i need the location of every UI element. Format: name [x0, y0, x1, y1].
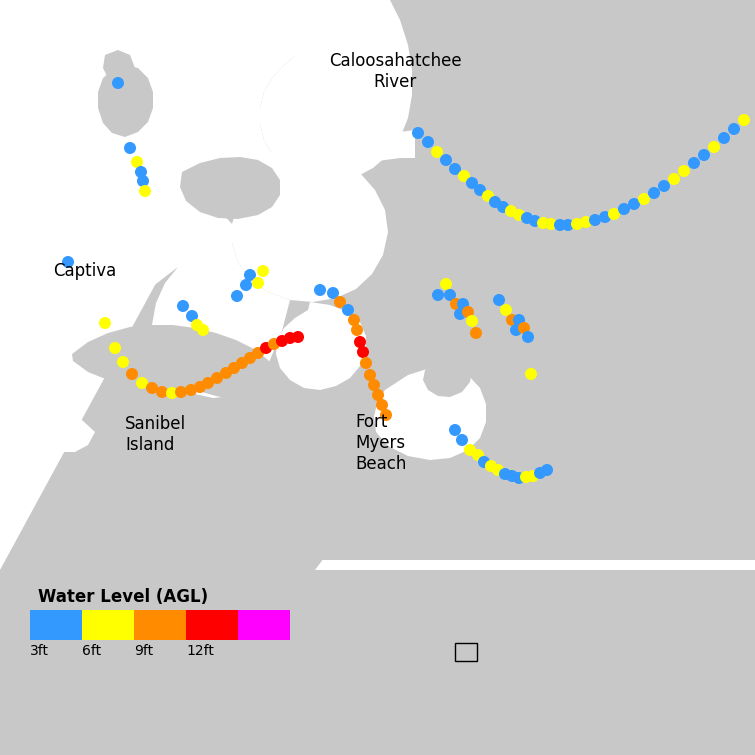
Polygon shape	[103, 50, 135, 82]
Point	[342, 304, 354, 316]
Polygon shape	[295, 0, 755, 560]
Point	[260, 342, 272, 354]
Point	[534, 467, 546, 479]
Point	[708, 141, 720, 153]
Point	[457, 298, 469, 310]
Point	[562, 219, 574, 231]
Text: Fort
Myers
Beach: Fort Myers Beach	[355, 413, 406, 473]
Point	[197, 324, 209, 336]
Point	[506, 314, 518, 326]
Point	[474, 184, 486, 196]
Bar	[455, 643, 477, 661]
Point	[698, 149, 710, 161]
Point	[327, 287, 339, 299]
Text: Caloosahatchee
River: Caloosahatchee River	[328, 52, 461, 91]
Point	[314, 284, 326, 296]
Point	[194, 381, 206, 393]
Point	[668, 173, 680, 185]
Polygon shape	[180, 157, 280, 219]
Point	[236, 357, 248, 369]
Point	[440, 154, 452, 166]
Point	[268, 338, 280, 350]
Point	[492, 464, 504, 476]
Point	[580, 216, 592, 228]
Point	[276, 335, 288, 347]
Point	[571, 218, 583, 230]
Point	[589, 214, 601, 226]
Bar	[238, 610, 290, 640]
Point	[131, 156, 143, 168]
Polygon shape	[276, 302, 366, 390]
Point	[252, 347, 264, 359]
Point	[513, 472, 525, 484]
Point	[202, 377, 214, 389]
Point	[608, 208, 620, 220]
Point	[541, 464, 553, 476]
Point	[139, 185, 151, 197]
Point	[231, 290, 243, 302]
Point	[220, 367, 232, 379]
Point	[513, 314, 525, 326]
Point	[554, 219, 566, 231]
Point	[166, 387, 178, 399]
Point	[525, 368, 537, 380]
Text: Captiva: Captiva	[53, 262, 116, 280]
Point	[351, 324, 363, 336]
Point	[472, 449, 484, 461]
Point	[372, 389, 384, 401]
Point	[135, 166, 147, 178]
Polygon shape	[260, 0, 412, 181]
Point	[520, 471, 532, 483]
Point	[440, 278, 452, 290]
Point	[422, 136, 434, 148]
Point	[360, 357, 372, 369]
Point	[137, 175, 149, 187]
Point	[146, 382, 158, 394]
Polygon shape	[374, 368, 486, 460]
Point	[126, 368, 138, 380]
Point	[545, 218, 557, 230]
Point	[112, 77, 124, 89]
Text: Water Level (AGL): Water Level (AGL)	[38, 588, 208, 606]
Point	[354, 336, 366, 348]
Point	[185, 384, 197, 396]
Point	[380, 409, 392, 421]
Point	[513, 209, 525, 221]
Point	[527, 470, 539, 482]
Text: 3ft: 3ft	[30, 644, 49, 658]
Point	[500, 304, 512, 316]
Polygon shape	[98, 65, 153, 137]
Point	[462, 306, 474, 318]
Bar	[82, 610, 134, 640]
Point	[109, 342, 121, 354]
Point	[506, 470, 518, 482]
Point	[466, 315, 478, 327]
Polygon shape	[0, 0, 295, 452]
Point	[628, 198, 640, 210]
Polygon shape	[423, 355, 472, 397]
Point	[466, 177, 478, 189]
Point	[431, 146, 443, 158]
Point	[505, 205, 517, 217]
Polygon shape	[325, 580, 595, 734]
Point	[191, 319, 203, 331]
Point	[618, 203, 630, 215]
Point	[211, 372, 223, 384]
Point	[521, 212, 533, 224]
Point	[518, 322, 530, 334]
Point	[485, 460, 497, 472]
Point	[257, 265, 269, 277]
Point	[738, 114, 750, 126]
Point	[529, 215, 541, 227]
Point	[599, 211, 611, 223]
Point	[470, 327, 482, 339]
Point	[489, 196, 501, 208]
Text: Sanibel
Island: Sanibel Island	[125, 415, 186, 454]
Bar	[134, 610, 186, 640]
Point	[156, 386, 168, 398]
Point	[334, 296, 346, 308]
Point	[364, 369, 376, 381]
Point	[499, 468, 511, 480]
Point	[444, 289, 456, 301]
